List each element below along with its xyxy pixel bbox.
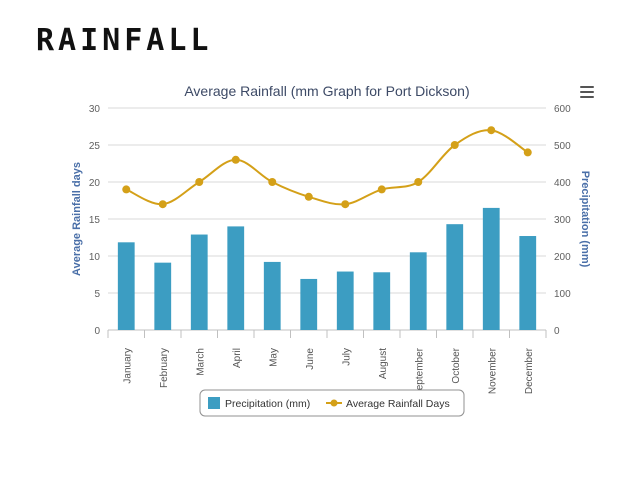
bar-precipitation — [227, 226, 245, 330]
category-label: September — [414, 347, 425, 397]
right-tick-label: 400 — [554, 178, 571, 189]
bar-precipitation — [482, 207, 500, 330]
right-axis-label: Precipitation (mm) — [579, 171, 591, 268]
point-rainfall-days — [523, 148, 532, 157]
right-tick-label: 200 — [554, 252, 571, 263]
left-tick-label: 10 — [89, 252, 101, 263]
category-label: April — [232, 348, 243, 368]
category-label: October — [451, 347, 462, 383]
left-tick-label: 0 — [94, 326, 100, 337]
bar-precipitation — [190, 234, 208, 330]
bar-precipitation — [373, 272, 391, 330]
category-label: February — [159, 348, 170, 388]
category-label: August — [378, 348, 389, 379]
right-tick-label: 100 — [554, 289, 571, 300]
point-rainfall-days — [268, 178, 277, 186]
left-tick-label: 15 — [89, 215, 101, 226]
line-rainfall-days — [125, 129, 529, 206]
category-label: March — [195, 348, 206, 376]
right-tick-label: 0 — [554, 326, 560, 337]
point-rainfall-days — [304, 192, 313, 201]
left-tick-label: 5 — [94, 289, 100, 300]
bar-precipitation — [519, 236, 537, 330]
point-rainfall-days — [122, 185, 131, 194]
point-rainfall-days — [341, 200, 350, 209]
left-tick-label: 30 — [89, 104, 101, 115]
left-tick-label: 20 — [89, 178, 101, 189]
chart-title: Average Rainfall (mm Graph for Port Dick… — [184, 83, 469, 99]
right-tick-label: 500 — [554, 141, 571, 152]
legend-label-precipitation: Precipitation (mm) — [225, 398, 310, 410]
point-rainfall-days — [195, 178, 204, 186]
point-rainfall-days — [450, 141, 459, 149]
bar-precipitation — [154, 262, 172, 330]
point-rainfall-days — [377, 185, 386, 194]
category-label: May — [268, 348, 279, 367]
category-label: November — [487, 347, 498, 394]
slide-title: RAINFALL — [36, 23, 213, 58]
point-rainfall-days — [158, 200, 167, 209]
left-axis-label: Average Rainfall days — [71, 162, 83, 276]
left-tick-label: 25 — [89, 141, 101, 152]
category-label: July — [341, 348, 352, 366]
bar-precipitation — [117, 242, 135, 330]
category-label: June — [305, 348, 316, 370]
bar-precipitation — [300, 278, 318, 330]
category-label: January — [122, 348, 133, 384]
bar-precipitation — [409, 252, 427, 330]
legend-label-rainfall-days: Average Rainfall Days — [346, 398, 450, 410]
legend-swatch-precipitation — [208, 397, 220, 409]
right-tick-label: 600 — [554, 104, 571, 115]
right-tick-label: 300 — [554, 215, 571, 226]
bar-precipitation — [446, 224, 464, 330]
point-rainfall-days — [231, 155, 240, 164]
point-rainfall-days — [487, 126, 496, 135]
legend-swatch-marker — [330, 399, 338, 407]
bar-precipitation — [263, 261, 281, 330]
category-label: December — [524, 347, 535, 394]
point-rainfall-days — [414, 178, 423, 186]
chart-menu-icon[interactable] — [580, 86, 594, 98]
bar-precipitation — [336, 271, 354, 330]
